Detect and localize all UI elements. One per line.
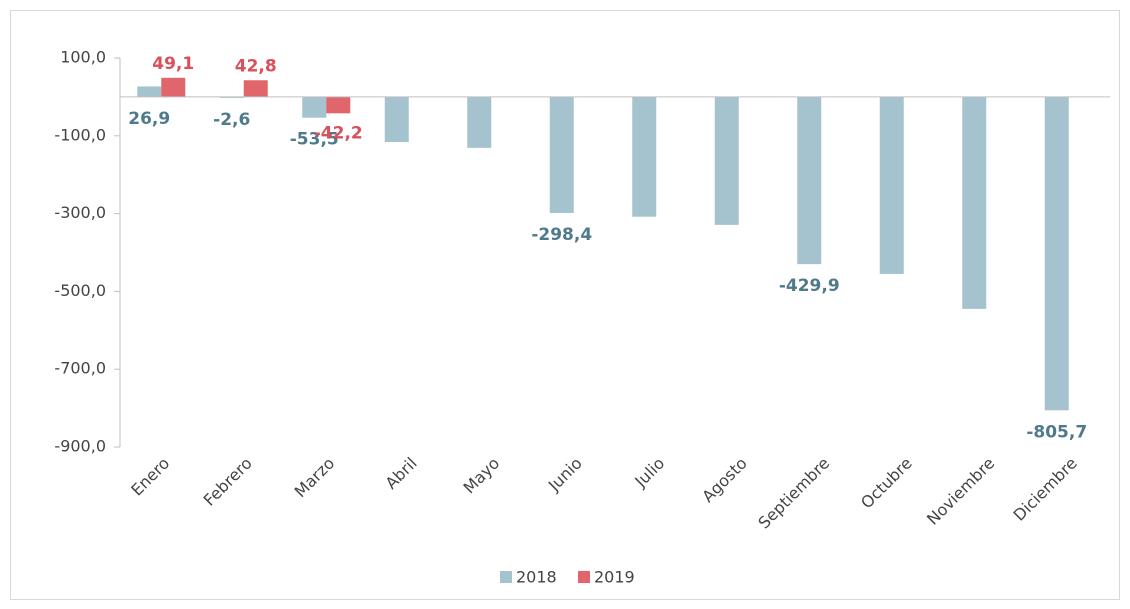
bar [326,96,351,114]
data-label: 42,8 [235,56,277,76]
data-label: 49,1 [152,54,194,74]
bar [879,96,904,274]
data-label: -42,2 [314,123,363,143]
y-tick-label: -900,0 [54,437,106,456]
bar [962,96,987,309]
legend-swatch [578,571,590,583]
bar [137,86,162,97]
bar [632,96,657,217]
y-tick-label: 100,0 [60,48,106,67]
bar [243,80,268,97]
bar [384,96,409,143]
bar [1044,96,1069,411]
legend-label: 2019 [594,568,635,587]
bar [714,96,739,225]
bar [219,96,244,98]
bar [797,96,822,265]
data-label: -2,6 [213,110,250,130]
bar [161,77,186,97]
legend-label: 2018 [516,568,557,587]
data-label: -298,4 [531,225,592,245]
legend-swatch [500,571,512,583]
data-label: -53,5 [290,130,339,150]
data-label: 26,9 [128,109,170,129]
bar [302,96,327,118]
y-tick-label: -500,0 [54,281,106,300]
data-label: -805,7 [1026,422,1087,442]
y-tick-label: -300,0 [54,203,106,222]
bar [549,96,574,213]
data-label: -429,9 [779,276,840,296]
y-tick-label: -700,0 [54,359,106,378]
bar [467,96,492,148]
y-tick-label: -100,0 [54,125,106,144]
